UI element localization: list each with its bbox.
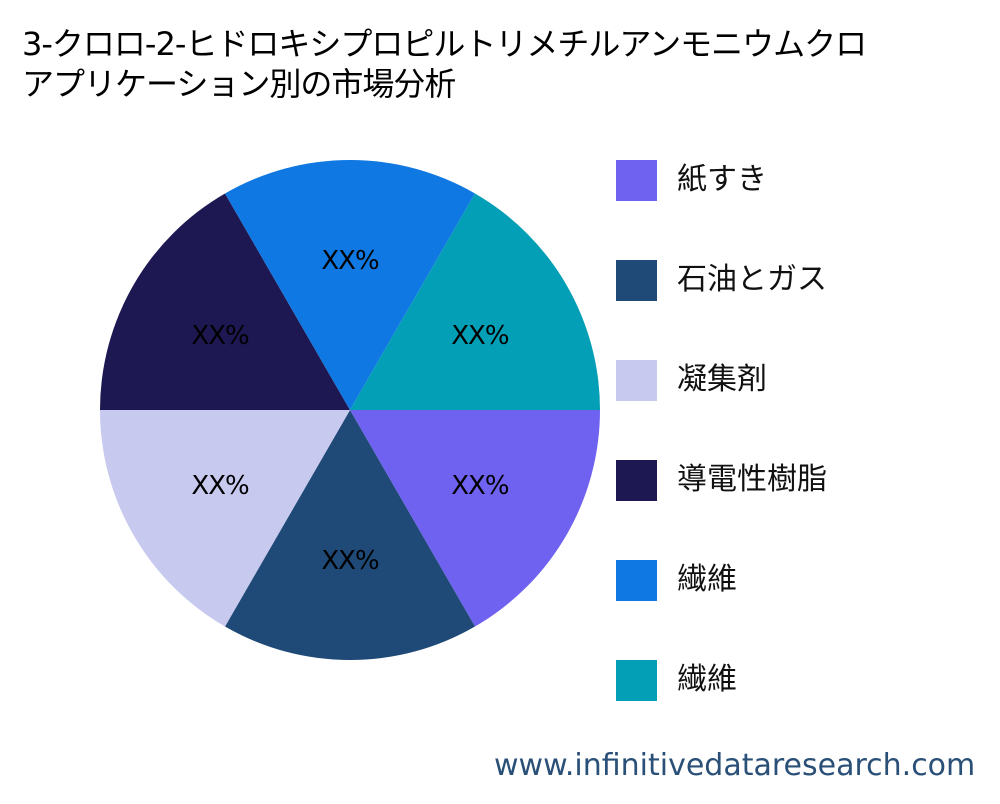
legend-label-oil-gas: 石油とガス: [677, 262, 827, 297]
legend-swatch-flocculant: [616, 359, 657, 401]
legend-swatch-oil-gas: [616, 259, 657, 301]
pie-slice-paper: [350, 410, 600, 627]
source-url: www.infinitivedataresearch.com: [494, 748, 976, 783]
legend-label-paper: 紙すき: [677, 162, 767, 197]
legend-item-conductive-resin: 導電性樹脂: [616, 459, 827, 501]
pie-slice-flocculant: [100, 410, 350, 627]
pie-label-oil-gas: XX%: [321, 546, 379, 576]
legend-item-oil-gas: 石油とガス: [616, 259, 827, 301]
pie-slice-oil-gas: [225, 410, 475, 661]
legend-swatch-textile-2: [616, 659, 657, 701]
pie-label-textile-2: XX%: [451, 321, 509, 351]
legend-swatch-paper: [616, 159, 657, 201]
pie-label-textile-1: XX%: [321, 246, 379, 276]
pie-label-flocculant: XX%: [191, 471, 249, 501]
chart-title-line-2: アプリケーション別の市場分析: [22, 65, 456, 103]
pie-label-paper: XX%: [451, 471, 509, 501]
pie-label-conductive-resin: XX%: [191, 321, 249, 351]
legend-item-textile-1: 繊維: [616, 559, 737, 601]
legend-swatch-conductive-resin: [616, 459, 657, 501]
legend-swatch-textile-1: [616, 559, 657, 601]
legend-item-paper: 紙すき: [616, 159, 767, 201]
chart-title-line-1: 3-クロロ-2-ヒドロキシプロピルトリメチルアンモニウムクロ: [22, 25, 867, 63]
legend-label-conductive-resin: 導電性樹脂: [677, 462, 827, 497]
pie-slice-textile-2: [350, 193, 600, 410]
legend-item-textile-2: 繊維: [616, 659, 737, 701]
chart-title: 3-クロロ-2-ヒドロキシプロピルトリメチルアンモニウムクロ アプリケーション別…: [22, 24, 867, 104]
legend-item-flocculant: 凝集剤: [616, 359, 767, 401]
legend-label-textile-1: 繊維: [677, 562, 737, 597]
legend-label-textile-2: 繊維: [677, 662, 737, 697]
pie-slice-conductive-resin: [100, 193, 350, 410]
pie-slice-textile-1: [225, 159, 475, 410]
legend-label-flocculant: 凝集剤: [677, 362, 767, 397]
